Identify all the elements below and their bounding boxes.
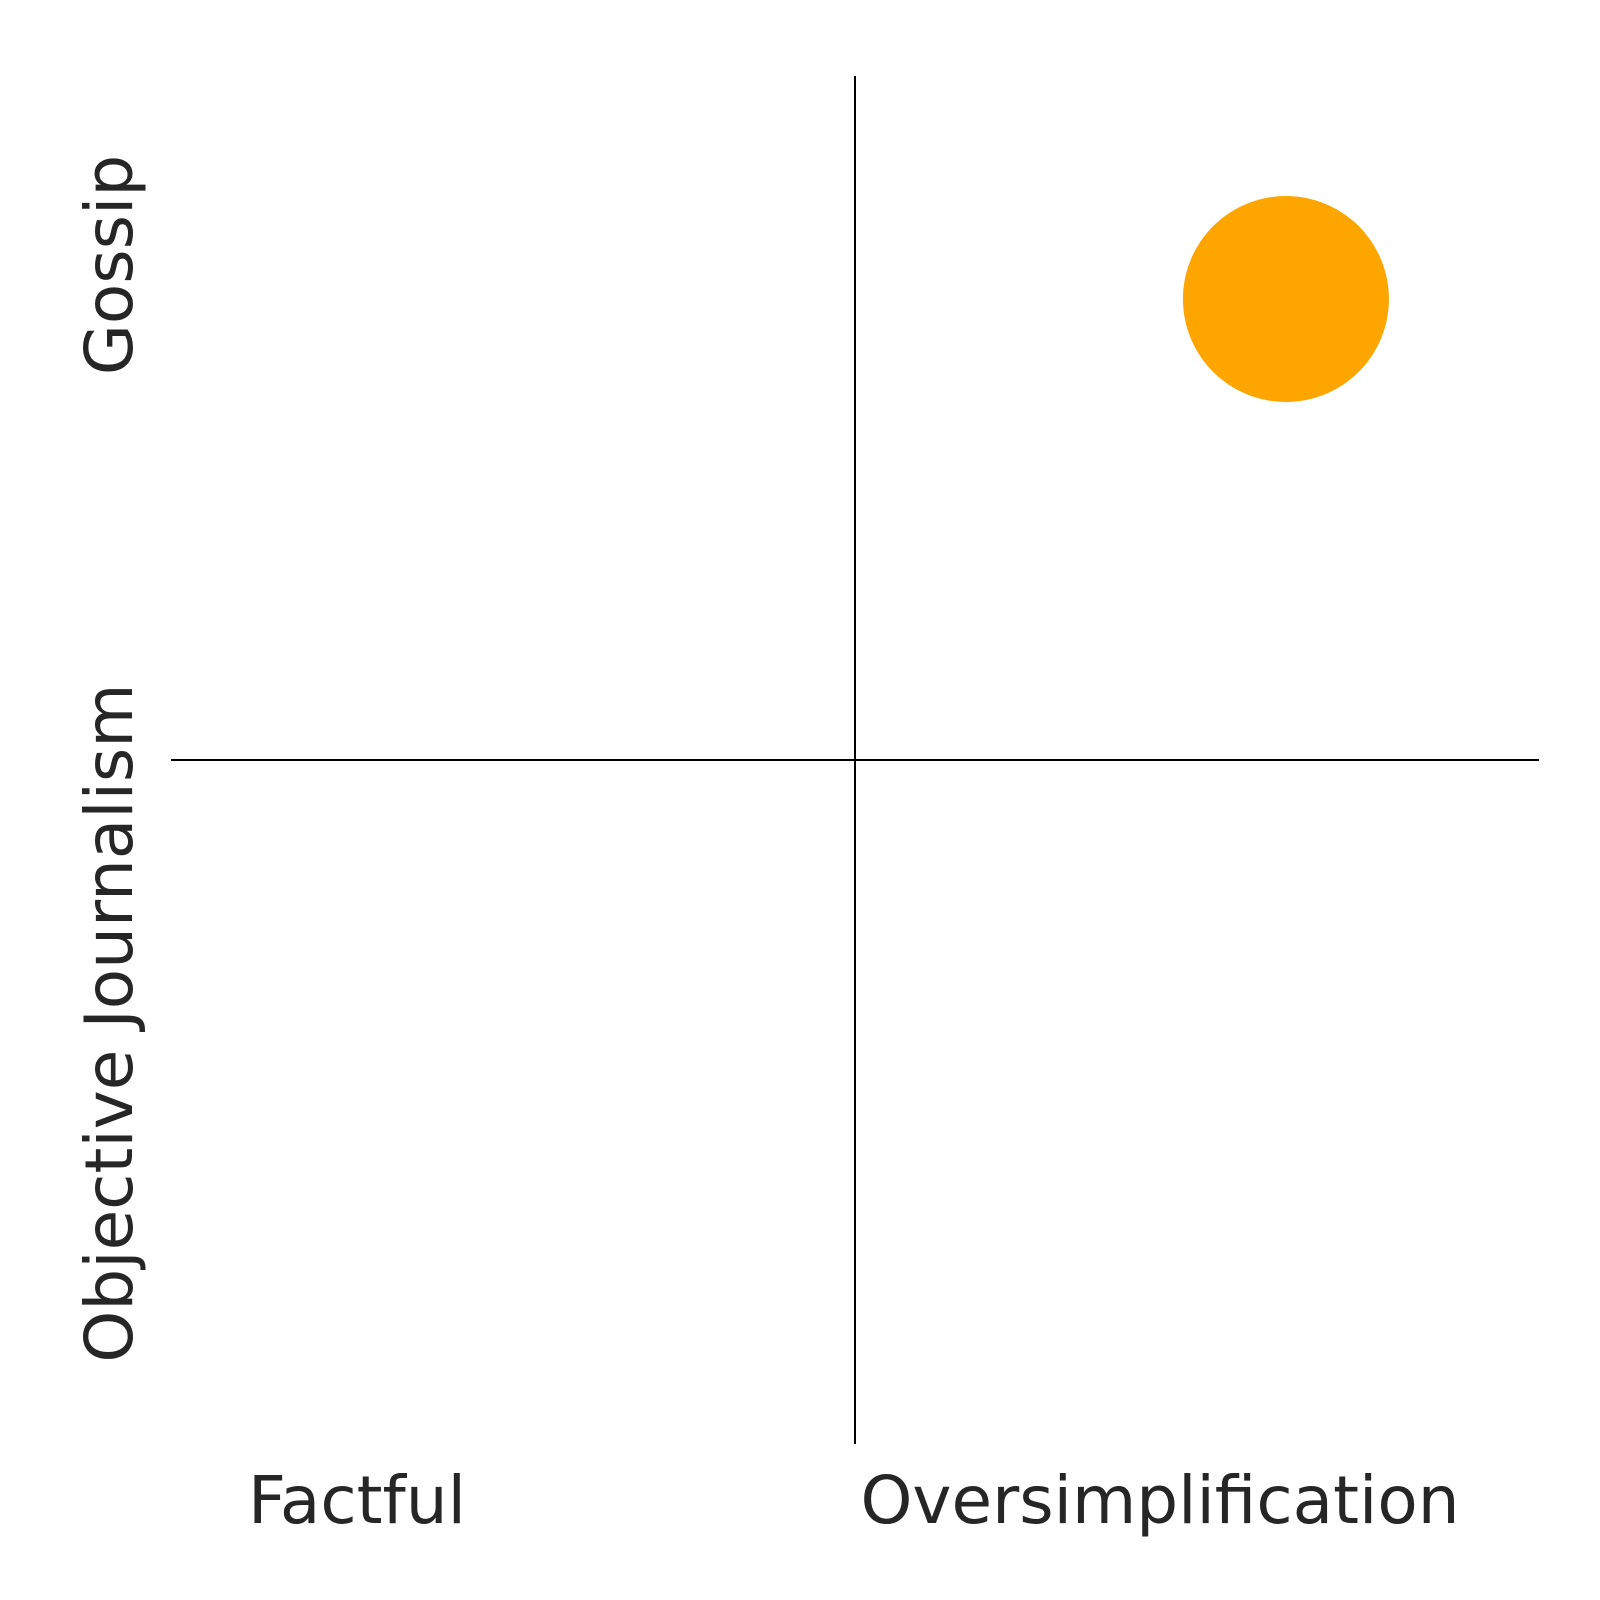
x-low-label: Factful xyxy=(248,1462,466,1539)
points-layer xyxy=(1182,195,1389,402)
y-low-label: Objective Journalism xyxy=(71,683,148,1362)
y-high-label: Gossip xyxy=(71,155,148,376)
x-high-label: Oversimplification xyxy=(860,1462,1459,1539)
data-point-1 xyxy=(1182,195,1389,402)
